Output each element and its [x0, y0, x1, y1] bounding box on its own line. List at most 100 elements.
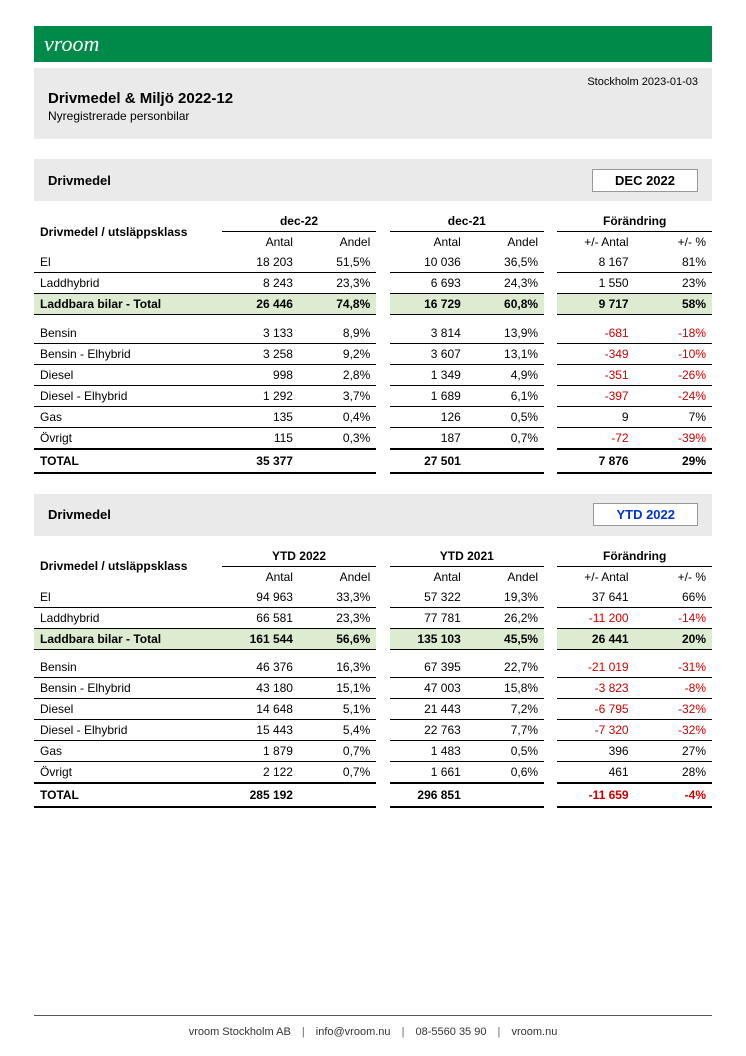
- cell-value: 16 729: [390, 294, 467, 315]
- cell-value: 8,9%: [299, 323, 376, 344]
- column-sub-label: +/- %: [635, 232, 712, 253]
- footer-site: vroom.nu: [511, 1026, 557, 1038]
- page-subtitle: Nyregistrerade personbilar: [48, 109, 698, 123]
- row-label: TOTAL: [34, 449, 222, 473]
- cell-value: 66%: [635, 587, 712, 608]
- cell-value: 46 376: [222, 657, 299, 678]
- column-sub-label: Antal: [390, 232, 467, 253]
- cell-value: 94 963: [222, 587, 299, 608]
- footer-email: info@vroom.nu: [316, 1026, 391, 1038]
- table-row: Gas1 8790,7%1 4830,5%39627%: [34, 741, 712, 762]
- row-label: Diesel: [34, 699, 222, 720]
- section-title: Drivmedel: [48, 173, 111, 188]
- cell-value: 1 292: [222, 385, 299, 406]
- cell-value: [299, 449, 376, 473]
- table-row: Övrigt1150,3%1870,7%-72-39%: [34, 427, 712, 449]
- cell-value: 77 781: [390, 607, 467, 628]
- cell-value: 15,8%: [467, 678, 544, 699]
- table-row: El94 96333,3%57 32219,3%37 64166%: [34, 587, 712, 608]
- table-row: Diesel - Elhybrid15 4435,4%22 7637,7%-7 …: [34, 720, 712, 741]
- table-row: Bensin - Elhybrid3 2589,2%3 60713,1%-349…: [34, 343, 712, 364]
- table-row: Bensin - Elhybrid43 18015,1%47 00315,8%-…: [34, 678, 712, 699]
- cell-value: [299, 783, 376, 807]
- cell-value: 3 814: [390, 323, 467, 344]
- table-row: TOTAL285 192296 851-11 659-4%: [34, 783, 712, 807]
- column-sub-label: Antal: [390, 566, 467, 587]
- cell-value: -351: [557, 364, 634, 385]
- section-title: Drivmedel: [48, 507, 111, 522]
- table-row: Övrigt2 1220,7%1 6610,6%46128%: [34, 762, 712, 784]
- cell-value: -681: [557, 323, 634, 344]
- cell-value: 2,8%: [299, 364, 376, 385]
- cell-value: 4,9%: [467, 364, 544, 385]
- row-label: Diesel - Elhybrid: [34, 720, 222, 741]
- cell-value: 35 377: [222, 449, 299, 473]
- column-sub-label: +/- Antal: [557, 232, 634, 253]
- row-header-label: Drivmedel / utsläppsklass: [34, 211, 222, 252]
- cell-value: 74,8%: [299, 294, 376, 315]
- cell-value: -349: [557, 343, 634, 364]
- table-row: Laddhybrid66 58123,3%77 78126,2%-11 200-…: [34, 607, 712, 628]
- cell-value: 20%: [635, 628, 712, 649]
- table-row: Gas1350,4%1260,5%97%: [34, 406, 712, 427]
- table-row: Laddhybrid8 24323,3%6 69324,3%1 55023%: [34, 273, 712, 294]
- cell-value: 19,3%: [467, 587, 544, 608]
- cell-value: 26,2%: [467, 607, 544, 628]
- table-row: TOTAL35 37727 5017 87629%: [34, 449, 712, 473]
- cell-value: -14%: [635, 607, 712, 628]
- cell-value: 296 851: [390, 783, 467, 807]
- column-sub-label: Antal: [222, 566, 299, 587]
- data-table: Drivmedel / utsläppsklassdec-22dec-21För…: [34, 211, 712, 474]
- cell-value: 0,4%: [299, 406, 376, 427]
- period-badge: DEC 2022: [592, 169, 698, 192]
- cell-value: -11 200: [557, 607, 634, 628]
- table-row: El18 20351,5%10 03636,5%8 16781%: [34, 252, 712, 273]
- cell-value: 5,1%: [299, 699, 376, 720]
- row-label: TOTAL: [34, 783, 222, 807]
- cell-value: 45,5%: [467, 628, 544, 649]
- footer-phone: 08-5560 35 90: [416, 1026, 487, 1038]
- table-row: Laddbara bilar - Total26 44674,8%16 7296…: [34, 294, 712, 315]
- cell-value: 0,7%: [299, 741, 376, 762]
- cell-value: 60,8%: [467, 294, 544, 315]
- cell-value: 3 258: [222, 343, 299, 364]
- cell-value: -24%: [635, 385, 712, 406]
- cell-value: 37 641: [557, 587, 634, 608]
- cell-value: 1 349: [390, 364, 467, 385]
- cell-value: 67 395: [390, 657, 467, 678]
- column-group-label: YTD 2021: [390, 546, 545, 567]
- cell-value: 10 036: [390, 252, 467, 273]
- column-sub-label: +/- %: [635, 566, 712, 587]
- table-row: Bensin3 1338,9%3 81413,9%-681-18%: [34, 323, 712, 344]
- cell-value: 998: [222, 364, 299, 385]
- row-label: Bensin: [34, 657, 222, 678]
- row-label: Laddhybrid: [34, 273, 222, 294]
- cell-value: -6 795: [557, 699, 634, 720]
- cell-value: 33,3%: [299, 587, 376, 608]
- cell-value: 28%: [635, 762, 712, 784]
- table-row: Diesel - Elhybrid1 2923,7%1 6896,1%-397-…: [34, 385, 712, 406]
- cell-value: 0,6%: [467, 762, 544, 784]
- cell-value: 3 133: [222, 323, 299, 344]
- cell-value: -72: [557, 427, 634, 449]
- cell-value: 13,1%: [467, 343, 544, 364]
- column-group-label: dec-21: [390, 211, 545, 232]
- cell-value: [467, 449, 544, 473]
- row-label: Bensin: [34, 323, 222, 344]
- cell-value: 21 443: [390, 699, 467, 720]
- footer: vroom Stockholm AB | info@vroom.nu | 08-…: [0, 1026, 746, 1038]
- column-sub-label: +/- Antal: [557, 566, 634, 587]
- cell-value: 8 243: [222, 273, 299, 294]
- cell-value: 7,2%: [467, 699, 544, 720]
- cell-value: -26%: [635, 364, 712, 385]
- cell-value: 285 192: [222, 783, 299, 807]
- cell-value: 1 689: [390, 385, 467, 406]
- cell-value: 5,4%: [299, 720, 376, 741]
- cell-value: 22,7%: [467, 657, 544, 678]
- page-title: Drivmedel & Miljö 2022-12: [48, 90, 698, 107]
- cell-value: 0,5%: [467, 406, 544, 427]
- row-label: Gas: [34, 406, 222, 427]
- cell-value: 3 607: [390, 343, 467, 364]
- row-label: Övrigt: [34, 762, 222, 784]
- period-badge: YTD 2022: [593, 503, 698, 526]
